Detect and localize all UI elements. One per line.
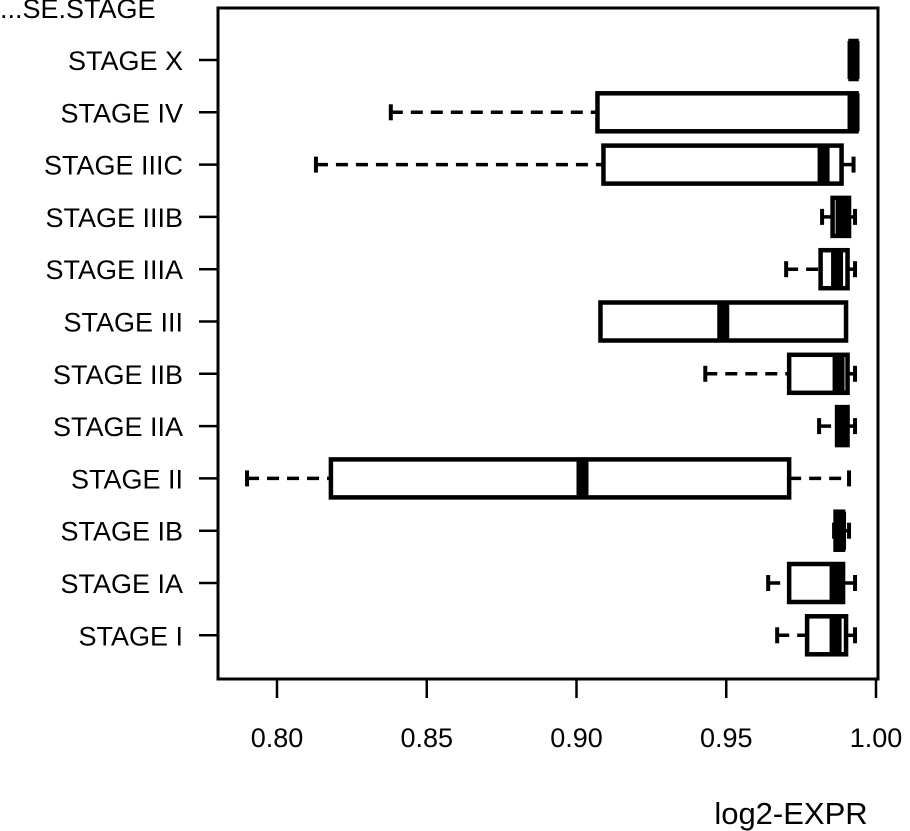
x-axis-ticks: [275, 679, 878, 698]
box-stage-i: [775, 614, 858, 657]
median-bar: [817, 145, 830, 184]
median-bar: [717, 302, 730, 341]
box-stage-iiic: [313, 143, 856, 186]
box-stage-iib: [703, 352, 858, 396]
box-stage-iv: [388, 91, 860, 134]
median-bar: [576, 459, 589, 498]
median-bar: [831, 250, 844, 289]
median-bar: [847, 41, 860, 79]
box-stage-iiia: [784, 247, 858, 291]
box-stage-iiib: [820, 195, 858, 239]
y-tick-label: STAGE IB: [60, 517, 183, 547]
y-tick-label: STAGE I: [78, 621, 183, 651]
y-tick-label: STAGE III: [63, 308, 183, 338]
boxes: [245, 38, 860, 657]
y-tick-label: STAGE IV: [60, 98, 183, 128]
x-tick-label: 0.80: [251, 723, 304, 753]
median-bar: [834, 511, 847, 550]
box-stage-ia: [766, 561, 858, 605]
median-bar: [837, 407, 850, 446]
median-bar: [829, 616, 842, 655]
y-tick-label: STAGE IIIC: [44, 151, 183, 181]
median-bar: [829, 564, 842, 602]
y-tick-label: STAGE IIIB: [45, 203, 183, 233]
box-stage-x: [847, 38, 860, 82]
median-bar: [847, 93, 860, 132]
median-bar: [835, 197, 848, 236]
x-tick-label: 1.00: [850, 723, 903, 753]
box-stage-iii: [598, 300, 849, 343]
y-tick-label: STAGE IIIA: [45, 255, 183, 285]
median-bar: [832, 354, 845, 393]
box-stage-iia: [817, 404, 858, 448]
iqr-box: [601, 143, 844, 186]
iqr-box: [328, 457, 792, 500]
y-tick-label: STAGE IIB: [53, 360, 183, 390]
box-stage-ib: [832, 509, 852, 552]
y-axis-ticks: [199, 58, 218, 637]
y-axis-labels: STAGE X STAGE IV STAGE IIIC STAGE IIIB STAGE…: [44, 46, 183, 651]
iqr-box: [595, 91, 859, 134]
y-tick-label: STAGE IA: [60, 569, 183, 599]
chart-title: ...SE.STAGE: [0, 0, 156, 24]
box-stage-ii: [245, 457, 852, 500]
y-tick-label: STAGE II: [71, 464, 183, 494]
x-tick-label: 0.85: [400, 723, 453, 753]
y-tick-label: STAGE IIA: [53, 412, 183, 442]
x-axis-tick-labels: 0.80 0.85 0.90 0.95 1.00: [251, 723, 903, 753]
x-axis-title: log2-EXPR: [714, 796, 867, 831]
x-tick-label: 0.95: [700, 723, 753, 753]
x-tick-label: 0.90: [550, 723, 603, 753]
y-tick-label: STAGE X: [68, 46, 183, 76]
